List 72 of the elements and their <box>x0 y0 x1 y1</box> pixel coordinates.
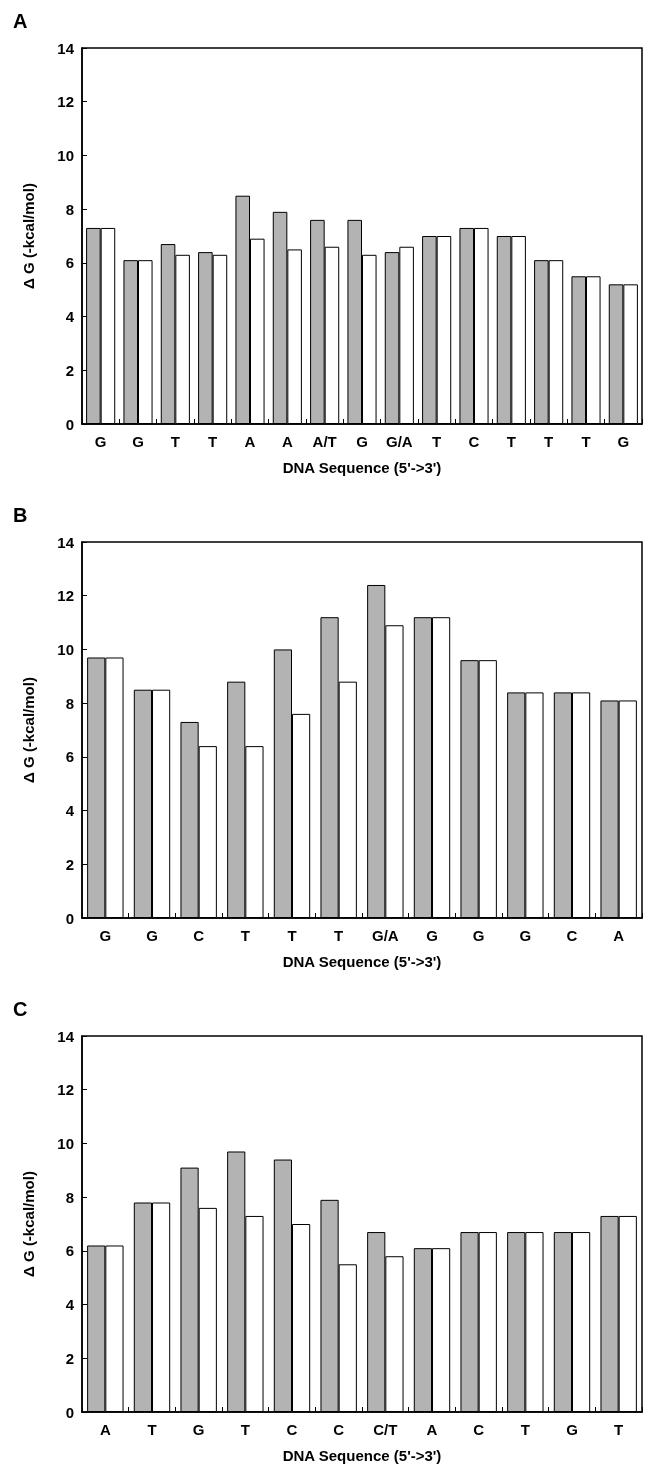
x-axis-title: DNA Sequence (5'->3') <box>282 459 442 476</box>
x-tick-label: T <box>240 927 250 944</box>
x-tick-label: T <box>170 433 180 450</box>
y-tick-label: 12 <box>57 587 74 605</box>
x-tick-label: T <box>581 433 591 450</box>
x-tick-label: G <box>519 927 532 944</box>
x-tick-label: T <box>240 1421 250 1438</box>
y-tick-label: 10 <box>57 640 74 658</box>
x-tick-label: T <box>287 927 297 944</box>
x-tick-label: G <box>566 1421 578 1438</box>
x-tick-label: A/T <box>312 433 337 450</box>
y-tick-label: 14 <box>57 1027 75 1045</box>
y-tick-label: 12 <box>57 93 74 111</box>
x-tick-label: T <box>147 1421 157 1438</box>
y-axis-title: Δ G (-kcal/mol) <box>20 677 37 783</box>
x-tick-label: T <box>520 1421 530 1438</box>
x-tick-label: A <box>244 433 256 450</box>
x-tick-label: C <box>193 927 205 944</box>
x-tick-label: A <box>613 927 625 944</box>
x-tick-label: A <box>426 1421 438 1438</box>
y-axis-title: Δ G (-kcal/mol) <box>20 1171 37 1277</box>
x-tick-label: A <box>281 433 293 450</box>
x-tick-label: G <box>472 927 485 944</box>
y-tick-label: 0 <box>65 415 74 433</box>
x-tick-label: G <box>617 433 630 450</box>
y-tick-label: 4 <box>65 802 75 820</box>
y-tick-label: 0 <box>65 909 74 927</box>
x-tick-label: C <box>333 1421 345 1438</box>
x-tick-label: C <box>468 433 480 450</box>
x-tick-label: G <box>192 1421 205 1438</box>
y-tick-label: 14 <box>57 39 75 57</box>
y-tick-label: 2 <box>65 1349 74 1367</box>
y-tick-label: 14 <box>57 533 75 551</box>
x-tick-label: C <box>566 927 578 944</box>
y-tick-label: 8 <box>65 694 74 712</box>
x-tick-label: A <box>99 1421 111 1438</box>
x-tick-label: G/A <box>372 927 399 944</box>
y-tick-label: 6 <box>65 1242 74 1260</box>
y-axis-title: Δ G (-kcal/mol) <box>20 183 37 289</box>
x-axis-title: DNA Sequence (5'->3') <box>282 953 442 970</box>
y-tick-label: 2 <box>65 855 74 873</box>
y-tick-label: 8 <box>65 200 74 218</box>
x-axis-title: DNA Sequence (5'->3') <box>282 1447 442 1464</box>
y-tick-label: 10 <box>57 146 74 164</box>
y-tick-label: 12 <box>57 1081 74 1099</box>
x-tick-label: T <box>208 433 218 450</box>
y-tick-label: 10 <box>57 1134 74 1152</box>
x-tick-label: G/A <box>386 433 413 450</box>
x-tick-label: G <box>146 927 158 944</box>
x-tick-label: G <box>426 927 438 944</box>
x-tick-label: G <box>99 927 112 944</box>
y-tick-label: 4 <box>65 1296 75 1314</box>
y-tick-label: 8 <box>65 1188 74 1206</box>
x-tick-label: C <box>473 1421 485 1438</box>
x-tick-label: C <box>286 1421 298 1438</box>
y-tick-label: 2 <box>65 361 74 379</box>
x-tick-label: G <box>94 433 107 450</box>
x-tick-label: C/T <box>373 1421 398 1438</box>
x-tick-label: T <box>334 927 344 944</box>
x-tick-label: T <box>506 433 516 450</box>
chart-title: C <box>13 998 28 1020</box>
x-tick-label: G <box>356 433 368 450</box>
chart-title: A <box>13 10 28 32</box>
y-tick-label: 6 <box>65 748 74 766</box>
x-tick-label: T <box>614 1421 624 1438</box>
x-tick-label: G <box>132 433 144 450</box>
y-tick-label: 0 <box>65 1403 74 1421</box>
x-tick-label: T <box>544 433 554 450</box>
x-tick-label: T <box>432 433 442 450</box>
y-tick-label: 4 <box>65 308 75 326</box>
y-tick-label: 6 <box>65 254 74 272</box>
chart-title: B <box>13 504 28 526</box>
